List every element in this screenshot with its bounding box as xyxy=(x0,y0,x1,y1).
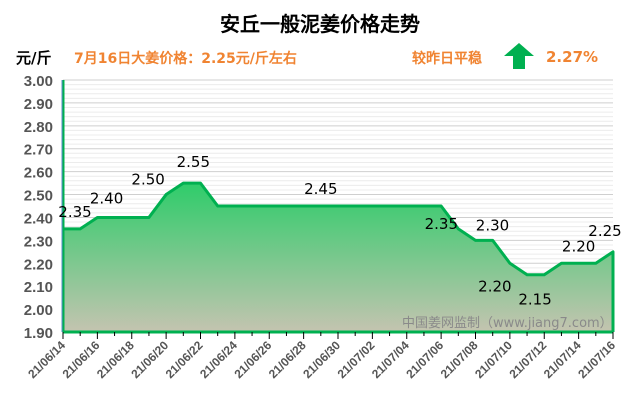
y-tick-label: 1.90 xyxy=(24,325,53,342)
y-tick-label: 3.00 xyxy=(24,73,53,90)
change-percent: 2.27% xyxy=(546,48,599,66)
data-label: 2.35 xyxy=(58,203,91,221)
y-tick-label: 2.70 xyxy=(24,142,53,159)
area-fill xyxy=(63,183,613,332)
y-tick-label: 2.10 xyxy=(24,279,53,296)
price-info: 7月16日大姜价格：2.25元/斤左右 xyxy=(74,51,297,67)
data-label: 2.25 xyxy=(588,222,621,240)
data-label: 2.45 xyxy=(304,180,337,198)
data-label: 2.40 xyxy=(90,189,123,207)
data-label: 2.35 xyxy=(425,215,458,233)
y-tick-label: 2.90 xyxy=(24,96,53,113)
y-tick-label: 2.60 xyxy=(24,165,53,182)
data-label: 2.50 xyxy=(131,171,164,189)
y-tick-label: 2.80 xyxy=(24,119,53,136)
compare-label: 较昨日平稳 xyxy=(412,51,482,67)
chart-title: 安丘一般泥姜价格走势 xyxy=(220,12,420,36)
data-label: 2.20 xyxy=(478,277,511,295)
y-axis-unit: 元/斤 xyxy=(16,49,52,67)
data-label: 2.55 xyxy=(177,153,210,171)
y-tick-label: 2.20 xyxy=(24,256,53,273)
data-label: 2.30 xyxy=(476,216,509,234)
y-tick-label: 2.30 xyxy=(24,233,53,250)
data-label: 2.15 xyxy=(518,291,551,309)
y-tick-label: 2.00 xyxy=(24,302,53,319)
data-label: 2.20 xyxy=(562,237,595,255)
price-line xyxy=(63,181,615,332)
y-tick-label: 2.40 xyxy=(24,210,53,227)
y-tick-label: 2.50 xyxy=(24,188,53,205)
x-tick-label: 21/07/16 xyxy=(575,338,618,381)
arrow-up-icon xyxy=(504,43,534,69)
watermark: 中国姜网监制（www.jiang7.com） xyxy=(402,316,613,331)
